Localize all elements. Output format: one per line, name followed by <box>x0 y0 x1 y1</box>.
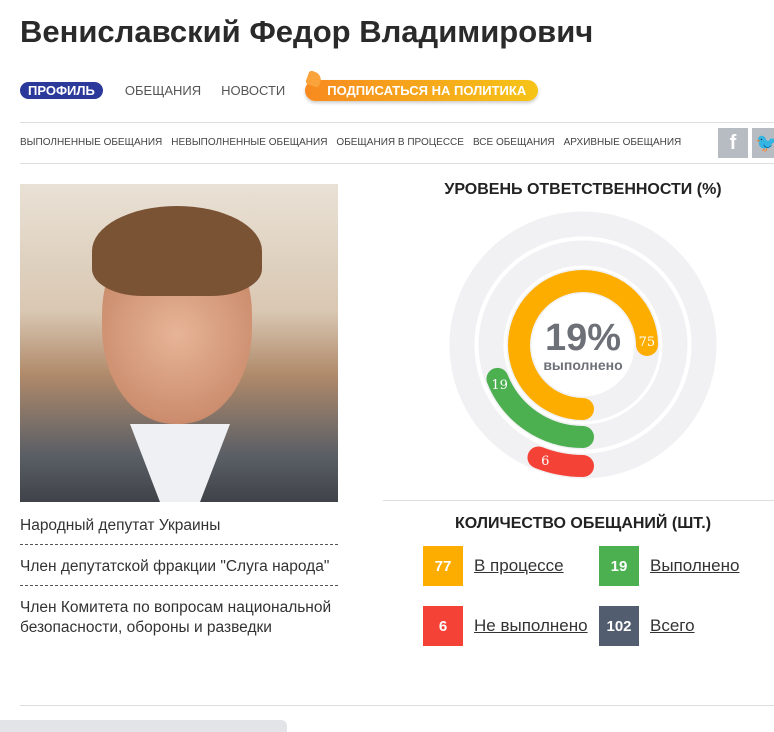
percent-value: 19% <box>545 317 621 359</box>
count-badge: 19 <box>599 546 639 586</box>
stat-unfulfilled: 6 Не выполнено <box>423 606 588 646</box>
horizontal-scrollbar[interactable] <box>0 720 287 732</box>
divider <box>20 122 774 123</box>
twitter-icon[interactable]: 🐦 <box>752 128 774 158</box>
stat-total: 102 Всего <box>599 606 695 646</box>
divider <box>20 163 774 164</box>
filter-unfulfilled[interactable]: НЕВЫПОЛНЕННЫЕ ОБЕЩАНИЯ <box>171 137 328 148</box>
total-link[interactable]: Всего <box>650 616 695 635</box>
ring-label: 6 <box>541 454 549 469</box>
divider <box>383 500 774 501</box>
responsibility-chart: 19% выполнено 75 19 6 <box>449 211 717 479</box>
divider <box>20 705 774 706</box>
politician-photo <box>20 184 338 502</box>
in-progress-link[interactable]: В процессе <box>474 556 564 575</box>
stat-in-progress: 77 В процессе <box>423 546 564 586</box>
count-badge: 6 <box>423 606 463 646</box>
unfulfilled-link[interactable]: Не выполнено <box>474 616 588 635</box>
facebook-icon[interactable]: f <box>718 128 748 158</box>
tab-promises[interactable]: Обещания <box>124 83 202 98</box>
count-badge: 102 <box>599 606 639 646</box>
filter-in-progress[interactable]: ОБЕЩАНИЯ В ПРОЦЕССЕ <box>336 137 464 148</box>
percent-caption: выполнено <box>543 357 622 373</box>
info-committee: Член Комитета по вопросам национальной б… <box>20 599 332 636</box>
tab-profile[interactable]: Профиль <box>20 82 103 99</box>
info-position: Народный депутат Украины <box>20 512 338 545</box>
profile-tabs: Профиль Обещания Новости ПОДПИСАТЬСЯ НА … <box>20 80 539 101</box>
filter-archived[interactable]: АРХИВНЫЕ ОБЕЩАНИЯ <box>563 137 682 148</box>
promise-filters: ВЫПОЛНЕННЫЕ ОБЕЩАНИЯ НЕВЫПОЛНЕННЫЕ ОБЕЩА… <box>20 137 690 148</box>
tab-news[interactable]: Новости <box>221 83 286 98</box>
ring-arc-1 <box>486 367 594 448</box>
ring-arc-0 <box>508 270 658 420</box>
subscribe-button[interactable]: ПОДПИСАТЬСЯ НА ПОЛИТИКА <box>305 80 539 101</box>
responsibility-heading: УРОВЕНЬ ОТВЕТСТВЕННОСТИ (%) <box>444 181 722 198</box>
filter-all[interactable]: ВСЕ ОБЕЩАНИЯ <box>472 137 555 148</box>
ring-label: 75 <box>639 335 656 350</box>
page-title: Вениславский Федор Владимирович <box>20 14 594 49</box>
stat-fulfilled: 19 Выполнено <box>599 546 739 586</box>
ring-label: 19 <box>491 378 508 393</box>
counts-heading: КОЛИЧЕСТВО ОБЕЩАНИЙ (ШТ.) <box>454 515 712 532</box>
ring-arc-2 <box>527 446 594 477</box>
count-badge: 77 <box>423 546 463 586</box>
info-faction: Член депутатской фракции "Слуга народа" <box>20 553 338 586</box>
filter-fulfilled[interactable]: ВЫПОЛНЕННЫЕ ОБЕЩАНИЯ <box>20 137 163 148</box>
fulfilled-link[interactable]: Выполнено <box>650 556 740 575</box>
politician-info: Народный депутат Украины Член депутатско… <box>20 512 338 654</box>
